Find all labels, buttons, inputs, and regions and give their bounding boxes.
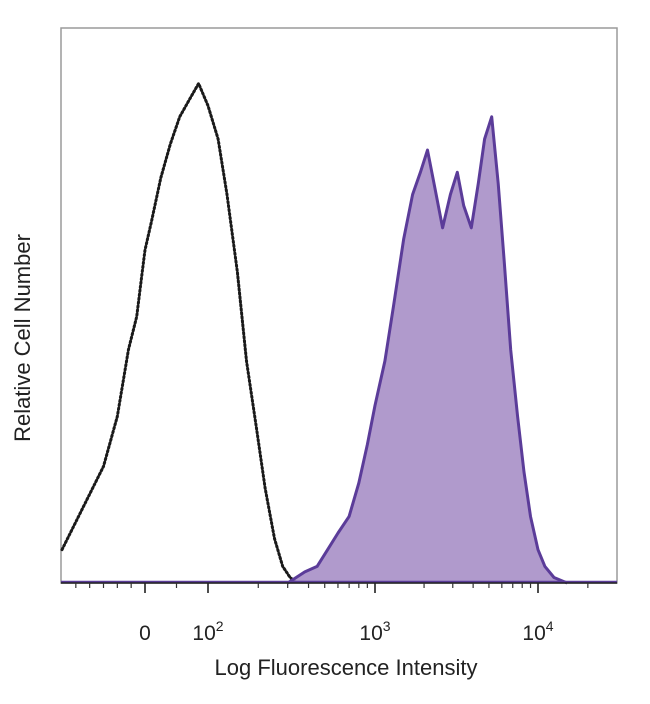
x-tick-label: 104	[522, 618, 553, 645]
x-tick-label: 103	[359, 618, 390, 645]
control-histogram-outline	[60, 80, 299, 585]
minor-ticks	[75, 583, 589, 588]
x-axis-title: Log Fluorescence Intensity	[215, 655, 478, 680]
plot-frame	[60, 27, 618, 584]
x-tick-labels: 0 102 103 104	[139, 583, 554, 645]
stained-histogram-fill	[287, 116, 568, 584]
stained-histogram-outline	[286, 115, 568, 585]
x-tick-label: 0	[139, 622, 151, 645]
series-layer	[60, 80, 617, 585]
x-tick-label: 102	[192, 618, 223, 645]
y-axis-title: Relative Cell Number	[10, 234, 35, 442]
